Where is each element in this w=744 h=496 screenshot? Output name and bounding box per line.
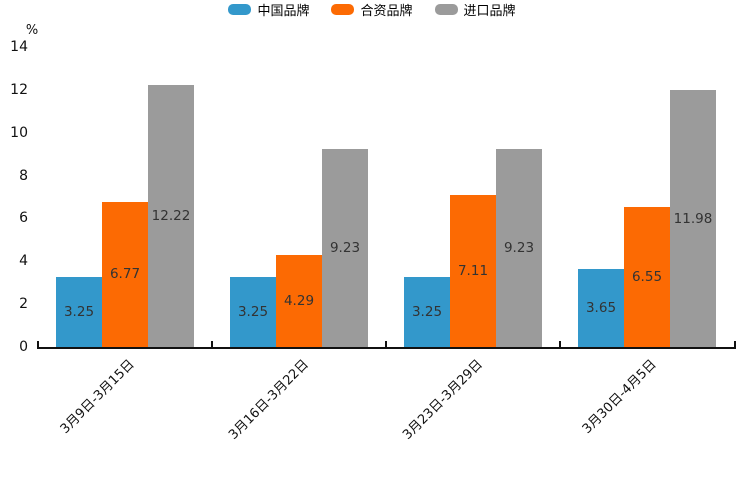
legend-label: 合资品牌 [360,3,413,19]
x-axis-tick [559,341,561,349]
bar-value-label: 9.23 [329,240,361,257]
y-tick-label: 2 [19,296,28,313]
legend-label: 进口品牌 [463,3,516,19]
bar-value-label: 4.29 [283,293,315,310]
bar-value-label: 3.65 [585,299,617,316]
x-axis-tick [37,341,39,349]
bar [102,201,148,347]
bar [496,149,542,347]
bar [148,85,194,347]
y-tick-label: 4 [19,253,28,270]
y-tick-label: 14 [10,39,28,55]
legend-label: 中国品牌 [257,3,310,19]
bar-value-label: 11.98 [673,210,713,227]
x-tick-label: 3月23日-3月29日 [399,357,486,443]
y-tick-label: 12 [10,81,28,98]
legend: 中国品牌 合资品牌 进口品牌 [0,0,744,19]
legend-swatch-icon [331,3,355,15]
bar-value-label: 3.25 [411,304,443,321]
bar [322,149,368,347]
bar [56,277,102,347]
bar [578,268,624,347]
bar-value-label: 6.77 [109,266,141,283]
bar-value-label: 9.23 [503,240,535,257]
bar-value-label: 3.25 [237,304,269,321]
bar [624,206,670,347]
y-tick-label: 0 [19,339,28,355]
x-tick-label: 3月30日-4月5日 [579,357,660,437]
x-axis-tick [385,341,387,349]
legend-swatch-icon [434,3,458,15]
y-tick-label: 8 [19,167,28,184]
x-axis-tick [734,341,736,349]
bar-value-label: 7.11 [457,262,489,279]
x-tick-label: 3月9日-3月15日 [57,357,138,437]
legend-item-series-1[interactable]: 合资品牌 [331,0,413,19]
y-tick-label: 6 [19,210,28,227]
bar-value-label: 6.55 [631,268,663,285]
bar-value-label: 12.22 [151,208,191,225]
bar [450,194,496,347]
x-axis-tick [211,341,213,349]
bar [670,90,716,347]
bar [404,277,450,347]
y-tick-label: 10 [10,124,28,141]
x-tick-label: 3月16日-3月22日 [225,357,312,443]
x-axis-line [38,347,736,349]
legend-item-series-0[interactable]: 中国品牌 [228,0,309,19]
bar [276,255,322,347]
y-axis-unit-label: % [25,23,39,38]
bar-value-label: 3.25 [63,304,95,321]
bar [230,277,276,347]
legend-item-series-2[interactable]: 进口品牌 [434,0,516,19]
legend-swatch-icon [228,3,252,15]
